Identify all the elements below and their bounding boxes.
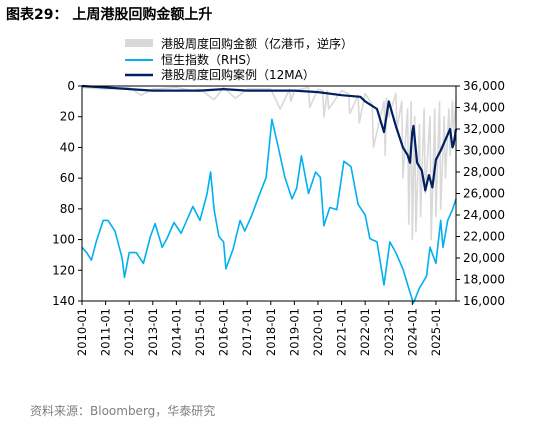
y-right-tick-label: 34,000 (463, 101, 505, 115)
x-tick-label: 2020-01 (311, 308, 325, 356)
x-tick-label: 2013-01 (146, 308, 160, 356)
series-line-3 (81, 84, 458, 192)
y-right-tick-label: 20,000 (463, 251, 505, 265)
x-tick-label: 2016-01 (217, 308, 231, 356)
y-left-tick-label: 60 (60, 171, 75, 185)
y-right-tick-label: 22,000 (463, 230, 505, 244)
y-right-tick-label: 26,000 (463, 187, 505, 201)
axes-layer: 0 20 40 60 80 100 120 140 16,000 18,000 20,000 22,0… (52, 79, 505, 356)
x-tick-label: 2012-01 (122, 308, 136, 356)
x-tick-label: 2010-01 (75, 308, 89, 356)
y-left-tick-label: 0 (67, 79, 75, 93)
plot-frame (81, 85, 457, 302)
y-right-tick-label: 36,000 (463, 79, 505, 93)
y-left-tick-label: 140 (52, 294, 75, 308)
series-line-1 (81, 86, 457, 241)
series-layer (81, 84, 458, 304)
y-right-tick-label: 30,000 (463, 144, 505, 158)
x-tick-label: 2021-01 (335, 308, 349, 356)
x-tick-label: 2011-01 (99, 308, 113, 356)
x-tick-label: 2014-01 (169, 308, 183, 356)
legend-swatch-1 (125, 39, 153, 47)
x-tick-label: 2022-01 (358, 308, 372, 356)
legend: 港股周度回购金额（亿港币，逆序）恒生指数（RHS）港股周度回购案例（12MA） (125, 36, 353, 82)
y-left-tick-label: 80 (60, 202, 75, 216)
y-right-tick-label: 32,000 (463, 122, 505, 136)
x-tick-label: 2015-01 (193, 308, 207, 356)
x-tick-label: 2025-01 (429, 308, 443, 356)
y-right-tick-label: 16,000 (463, 294, 505, 308)
x-tick-label: 2017-01 (240, 308, 254, 356)
y-right-tick-label: 18,000 (463, 273, 505, 287)
x-tick-label: 2023-01 (382, 308, 396, 356)
source-note: 资料来源：Bloomberg，华泰研究 (30, 404, 216, 418)
x-tick-label: 2019-01 (287, 308, 301, 356)
legend-label-1: 港股周度回购金额（亿港币，逆序） (161, 36, 353, 51)
y-right-tick-label: 28,000 (463, 165, 505, 179)
x-tick-label: 2018-01 (264, 308, 278, 356)
y-left-tick-label: 20 (60, 110, 75, 124)
series-line-2 (81, 118, 457, 304)
legend-label-3: 港股周度回购案例（12MA） (161, 67, 315, 82)
y-left-tick-label: 40 (60, 140, 75, 154)
figure-title: 图表29： 上周港股回购金额上升 (6, 7, 213, 23)
legend-label-2: 恒生指数（RHS） (161, 52, 258, 67)
y-left-tick-label: 120 (52, 263, 75, 277)
y-left-tick-label: 100 (52, 233, 75, 247)
x-tick-label: 2024-01 (405, 308, 419, 356)
y-right-tick-label: 24,000 (463, 208, 505, 222)
